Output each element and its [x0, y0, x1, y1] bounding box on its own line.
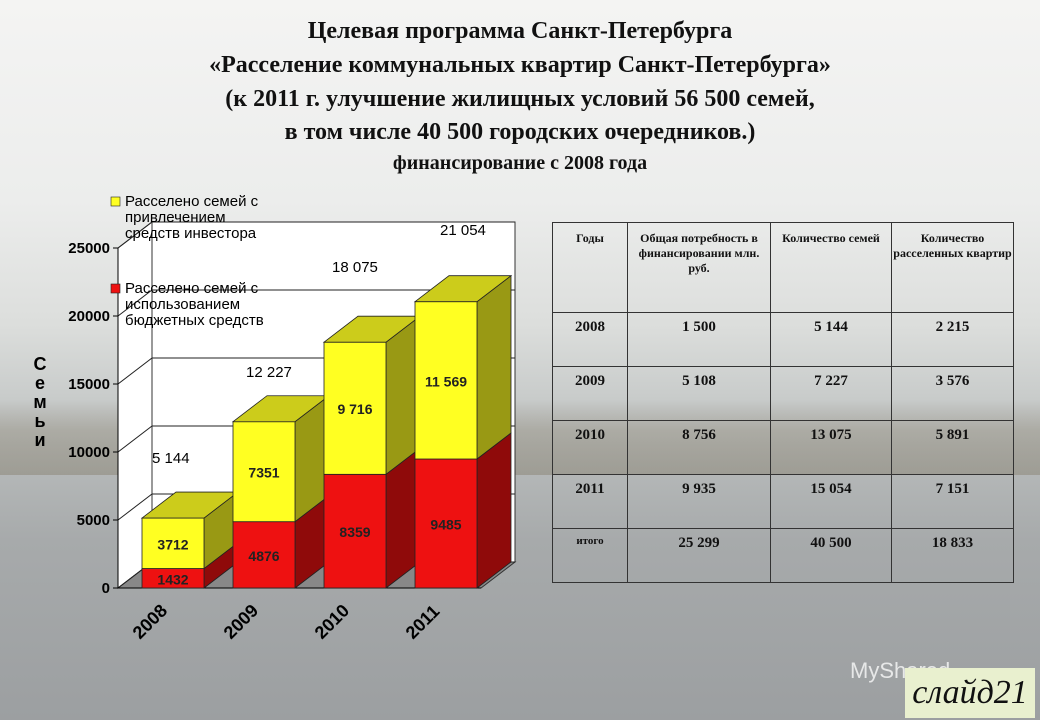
header-years: Годы — [552, 222, 628, 313]
bar-value-label: 9 716 — [337, 401, 372, 417]
table-row: 2010 8 756 13 075 5 891 — [552, 420, 1014, 475]
bar-2010-s0 — [323, 473, 387, 589]
gridline — [117, 221, 515, 249]
y-tick-label: 10000 — [68, 444, 110, 461]
bar-value-label: 8359 — [339, 524, 370, 540]
cell-year: 2010 — [552, 420, 628, 475]
bar-2011-s1 — [414, 301, 478, 460]
legend-label-investor: привлечением — [125, 209, 226, 226]
bar-2009-s1 — [232, 421, 296, 523]
y-tick-label: 5000 — [77, 512, 110, 529]
table-row-total: итого 25 299 40 500 18 833 — [552, 528, 1014, 583]
x-tick-label: 2008 — [129, 600, 171, 642]
bar-2010-s1 — [323, 341, 387, 475]
cell-families: 7 227 — [770, 366, 892, 421]
y-axis-label-letter: ь — [34, 411, 45, 431]
cell-financing: 5 108 — [627, 366, 771, 421]
bar-value-label: 9485 — [430, 517, 461, 533]
table-row: 2009 5 108 7 227 3 576 — [552, 366, 1014, 421]
y-tick-label: 20000 — [68, 308, 110, 325]
bar-top-2011 — [413, 275, 513, 303]
cell-families: 5 144 — [770, 312, 892, 367]
cell-families: 13 075 — [770, 420, 892, 475]
bar-value-label: 11 569 — [425, 373, 467, 389]
bar-side-2011-s0 — [476, 432, 512, 589]
bar-2009-s0 — [232, 521, 296, 589]
table-row: 2011 9 935 15 054 7 151 — [552, 474, 1014, 529]
table-row: 2008 1 500 5 144 2 215 — [552, 312, 1014, 367]
bar-value-label: 1432 — [157, 571, 188, 587]
x-tick-label: 2009 — [220, 600, 262, 642]
y-axis-label-letter: е — [35, 373, 45, 393]
cell-apartments: 7 151 — [891, 474, 1014, 529]
header-financing: Общая потребность в финансировании млн. … — [627, 222, 771, 313]
bar-total-label: 18 075 — [332, 259, 378, 276]
cell-apartments: 5 891 — [891, 420, 1014, 475]
cell-year: 2011 — [552, 474, 628, 529]
bar-total-label: 12 227 — [246, 364, 292, 381]
legend-label-investor: средств инвестора — [125, 225, 257, 242]
cell-apartments: 3 576 — [891, 366, 1014, 421]
y-axis-label-letter: и — [34, 430, 45, 450]
cell-financing: 9 935 — [627, 474, 771, 529]
header-families: Количество семей — [770, 222, 892, 313]
x-tick-label: 2010 — [311, 600, 353, 642]
title-line-3: (к 2011 г. улучшение жилищных условий 56… — [225, 86, 815, 112]
bar-value-label: 3712 — [157, 536, 188, 552]
table-header-row: Годы Общая потребность в финансировании … — [552, 222, 1014, 313]
legend-label-investor: Расселено семей с — [125, 193, 259, 210]
header-apartments: Количество расселенных квартир — [891, 222, 1014, 313]
y-axis-label-letter: м — [33, 392, 46, 412]
y-tick-label: 25000 — [68, 240, 110, 257]
legend-label-budget: бюджетных средств — [125, 312, 264, 329]
cell-financing: 25 299 — [627, 528, 771, 583]
title-line-1: Целевая программа Санкт-Петербурга — [307, 18, 733, 44]
title-line-4: в том числе 40 500 городских очередников… — [284, 119, 756, 145]
cell-apartments: 2 215 — [891, 312, 1014, 367]
gridline — [117, 289, 515, 317]
cell-families: 15 054 — [770, 474, 892, 529]
slide-number: слайд21 — [905, 668, 1035, 718]
financing-table: Годы Общая потребность в финансировании … — [552, 222, 1014, 583]
y-tick-label: 15000 — [68, 376, 110, 393]
legend-label-budget: использованием — [125, 296, 240, 313]
cell-financing: 8 756 — [627, 420, 771, 475]
legend-swatch-investor — [110, 196, 121, 207]
title-line-2: «Расселение коммунальных квартир Санкт-П… — [209, 52, 831, 78]
cell-families: 40 500 — [770, 528, 892, 583]
y-tick-label: 0 — [102, 580, 110, 597]
cell-financing: 1 500 — [627, 312, 771, 367]
x-tick-label: 2011 — [402, 601, 444, 643]
cell-year: 2009 — [552, 366, 628, 421]
bar-value-label: 4876 — [248, 548, 279, 564]
bar-side-2011-s1 — [476, 274, 512, 460]
bar-2011-s0 — [414, 458, 478, 589]
bar-total-label: 21 054 — [440, 222, 486, 239]
legend-label-budget: Расселено семей с — [125, 280, 259, 297]
legend-swatch-budget — [110, 283, 121, 294]
cell-year: 2008 — [552, 312, 628, 367]
bar-total-label: 5 144 — [152, 450, 190, 467]
cell-apartments: 18 833 — [891, 528, 1014, 583]
y-axis-label-letter: С — [34, 354, 47, 374]
bar-value-label: 7351 — [248, 465, 279, 481]
title-line-5: финансирование с 2008 года — [392, 152, 648, 174]
cell-total-label: итого — [552, 528, 628, 583]
